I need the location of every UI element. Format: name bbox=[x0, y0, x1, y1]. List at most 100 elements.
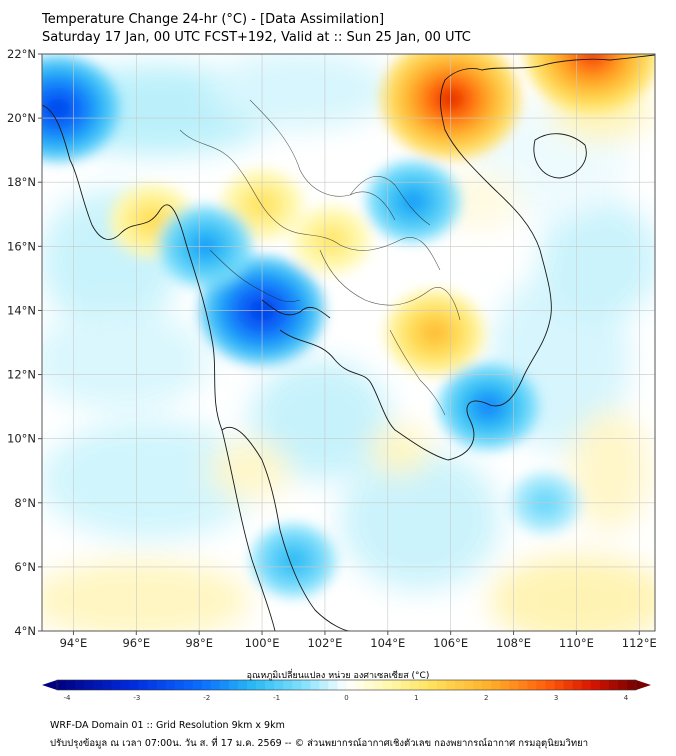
colorbar-segment bbox=[57, 680, 67, 690]
colorbar-tick-label: 3 bbox=[554, 694, 558, 702]
colorbar-segment bbox=[464, 680, 474, 690]
colorbar-segment bbox=[319, 680, 330, 690]
x-tick-label: 104°E bbox=[370, 636, 405, 650]
colorbar-segment bbox=[409, 680, 420, 690]
colorbar-segment bbox=[391, 680, 402, 690]
y-tick-label: 14°N bbox=[7, 303, 36, 317]
colorbar-segment bbox=[75, 680, 85, 690]
colorbar-segment bbox=[120, 680, 130, 690]
x-tick-label: 106°E bbox=[433, 636, 468, 650]
colorbar-segment bbox=[599, 680, 610, 690]
x-tick-label: 110°E bbox=[559, 636, 594, 650]
colorbar-label: อุณหภูมิเปลี่ยนแปลง หน่วย องศาเซลเซียส (… bbox=[246, 671, 430, 681]
coastline-outline bbox=[42, 54, 655, 631]
x-tick-label: 102°E bbox=[307, 636, 342, 650]
colorbar-segment bbox=[165, 680, 176, 690]
colorbar-segment bbox=[473, 680, 483, 690]
colorbar-segment bbox=[237, 680, 248, 690]
colorbar-segment bbox=[66, 680, 76, 690]
colorbar-tick-label: -3 bbox=[133, 694, 140, 702]
colorbar: -4 -3 -2 -1 0 1 2 3 4 bbox=[42, 679, 651, 702]
colorbar-tick-label: 0 bbox=[344, 694, 348, 702]
colorbar-segment bbox=[138, 680, 149, 690]
colorbar-segment bbox=[509, 680, 519, 690]
colorbar-segment bbox=[518, 680, 529, 690]
colorbar-segment bbox=[256, 680, 266, 690]
y-tick-label: 6°N bbox=[14, 560, 36, 574]
colorbar-segment bbox=[373, 680, 384, 690]
chart-title: Temperature Change 24-hr (°C) - [Data As… bbox=[42, 12, 385, 27]
colorbar-segment bbox=[572, 680, 583, 690]
colorbar-segment bbox=[500, 680, 510, 690]
colorbar-segment bbox=[228, 680, 239, 690]
y-tick-label: 8°N bbox=[14, 496, 36, 510]
chart-subtitle: Saturday 17 Jan, 00 UTC FCST+192, Valid … bbox=[42, 30, 471, 45]
colorbar-segment bbox=[527, 680, 538, 690]
y-tick-label: 10°N bbox=[7, 432, 36, 446]
colorbar-segment bbox=[446, 680, 456, 690]
x-tick-label: 108°E bbox=[496, 636, 531, 650]
cold-anomaly-8 bbox=[365, 160, 461, 243]
colorbar-segment bbox=[129, 680, 140, 690]
colorbar-segment bbox=[265, 680, 275, 690]
colorbar-segment bbox=[310, 680, 320, 690]
footer-credit: ปรับปรุงข้อมูล ณ เวลา 07:00น. วัน ส. ที่… bbox=[50, 738, 589, 749]
map-frame bbox=[41, 53, 656, 632]
colorbar-segment bbox=[183, 680, 194, 690]
colorbar-frame bbox=[56, 679, 637, 691]
footer-model-info: WRF-DA Domain 01 :: Grid Resolution 9km … bbox=[50, 720, 285, 731]
y-tick-label: 4°N bbox=[14, 624, 36, 638]
colorbar-segment bbox=[147, 680, 158, 690]
colorbar-segment bbox=[246, 680, 257, 690]
warm-anomaly-1 bbox=[525, 54, 655, 112]
y-tick-label: 20°N bbox=[7, 111, 36, 125]
colorbar-segment bbox=[337, 680, 348, 690]
colorbar-segment bbox=[174, 680, 185, 690]
colorbar-tick-label: -4 bbox=[64, 694, 72, 702]
colorbar-segment bbox=[455, 680, 465, 690]
colorbar-segment bbox=[274, 680, 284, 690]
colorbar-segment bbox=[346, 680, 357, 690]
colorbar-tick-label: -2 bbox=[203, 694, 210, 702]
colorbar-segment bbox=[581, 680, 592, 690]
colorbar-segment bbox=[427, 680, 438, 690]
colorbar-segment bbox=[491, 680, 501, 690]
colorbar-max-arrow bbox=[636, 680, 651, 690]
colorbar-tick-label: 1 bbox=[414, 694, 418, 702]
colorbar-segment bbox=[283, 680, 293, 690]
colorbar-segment bbox=[436, 680, 447, 690]
colorbar-segment bbox=[364, 680, 375, 690]
colorbar-segment bbox=[156, 680, 167, 690]
colorbar-segment bbox=[400, 680, 411, 690]
x-tick-label: 112°E bbox=[622, 636, 657, 650]
colorbar-segment bbox=[554, 680, 565, 690]
colorbar-segment bbox=[545, 680, 556, 690]
temperature-field bbox=[42, 54, 655, 631]
x-tick-label: 100°E bbox=[245, 636, 280, 650]
x-tick-label: 98°E bbox=[185, 636, 213, 650]
colorbar-segment bbox=[626, 680, 637, 690]
colorbar-segment bbox=[608, 680, 619, 690]
colorbar-segment bbox=[590, 680, 601, 690]
colorbar-segment bbox=[84, 680, 94, 690]
temperature-change-map: 94°E 96°E 98°E 100°E 102°E 104°E 106°E 108°E 110… bbox=[7, 47, 657, 702]
colorbar-segment bbox=[192, 680, 203, 690]
colorbar-segment bbox=[617, 680, 628, 690]
colorbar-segment bbox=[292, 680, 302, 690]
colorbar-segment bbox=[201, 680, 212, 690]
colorbar-segment bbox=[111, 680, 121, 690]
y-tick-label: 16°N bbox=[7, 239, 36, 253]
colorbar-tick-label: -1 bbox=[273, 694, 280, 702]
colorbar-segment bbox=[210, 680, 221, 690]
x-tick-label: 96°E bbox=[122, 636, 150, 650]
colorbar-segment bbox=[482, 680, 492, 690]
cold-anomaly-6 bbox=[42, 55, 119, 162]
colorbar-segment bbox=[328, 680, 339, 690]
colorbar-tick-label: 4 bbox=[624, 694, 629, 702]
colorbar-segment bbox=[93, 680, 103, 690]
colorbar-tick-label: 2 bbox=[484, 694, 488, 702]
colorbar-segment bbox=[382, 680, 393, 690]
cold-anomaly-10 bbox=[250, 522, 337, 599]
colorbar-min-arrow bbox=[42, 680, 57, 690]
colorbar-segment bbox=[418, 680, 429, 690]
